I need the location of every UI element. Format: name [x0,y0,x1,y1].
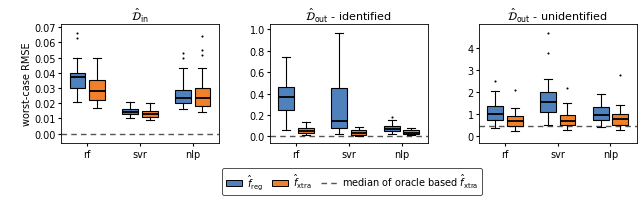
PathPatch shape [487,107,503,121]
PathPatch shape [70,73,85,89]
Title: $\hat{\mathcal{D}}_{\mathrm{out}}$ - unidentified: $\hat{\mathcal{D}}_{\mathrm{out}}$ - uni… [508,7,608,25]
Title: $\hat{\mathcal{D}}_{\mathrm{out}}$ - identified: $\hat{\mathcal{D}}_{\mathrm{out}}$ - ide… [305,7,392,25]
PathPatch shape [331,89,347,129]
PathPatch shape [384,126,400,131]
Y-axis label: worst-case RMSE: worst-case RMSE [22,42,31,126]
PathPatch shape [351,131,367,135]
PathPatch shape [89,81,105,101]
PathPatch shape [142,111,157,117]
PathPatch shape [540,93,556,112]
PathPatch shape [195,89,211,107]
PathPatch shape [559,115,575,125]
PathPatch shape [612,114,628,125]
PathPatch shape [278,88,294,110]
PathPatch shape [593,108,609,121]
PathPatch shape [175,90,191,104]
PathPatch shape [122,110,138,114]
PathPatch shape [507,117,523,126]
PathPatch shape [298,129,314,133]
PathPatch shape [403,131,419,134]
Title: $\hat{\mathcal{D}}_{\mathrm{in}}$: $\hat{\mathcal{D}}_{\mathrm{in}}$ [131,7,148,25]
Legend: $\hat{f}_{\mathrm{reg}}$, $\hat{f}_{\mathrm{xtra}}$, median of oracle based $\ha: $\hat{f}_{\mathrm{reg}}$, $\hat{f}_{\mat… [222,169,482,195]
